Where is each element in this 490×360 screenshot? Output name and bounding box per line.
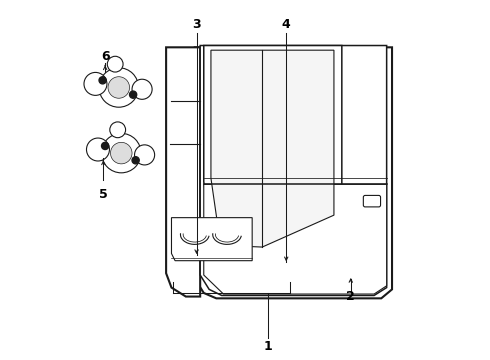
Circle shape bbox=[84, 72, 107, 95]
Circle shape bbox=[135, 145, 155, 165]
Circle shape bbox=[111, 142, 132, 164]
Circle shape bbox=[101, 134, 141, 173]
Circle shape bbox=[101, 142, 109, 149]
Circle shape bbox=[107, 56, 123, 72]
Polygon shape bbox=[204, 184, 387, 294]
Text: 1: 1 bbox=[264, 340, 272, 353]
Circle shape bbox=[87, 138, 109, 161]
Polygon shape bbox=[211, 50, 334, 247]
Text: 2: 2 bbox=[346, 290, 355, 303]
Circle shape bbox=[110, 122, 125, 138]
Circle shape bbox=[132, 79, 152, 99]
Text: 6: 6 bbox=[101, 50, 109, 63]
Circle shape bbox=[132, 157, 139, 164]
Circle shape bbox=[99, 77, 106, 84]
FancyBboxPatch shape bbox=[364, 195, 381, 207]
Text: 5: 5 bbox=[99, 188, 108, 201]
Polygon shape bbox=[200, 45, 387, 296]
Polygon shape bbox=[195, 47, 392, 298]
Circle shape bbox=[99, 68, 139, 107]
Text: 3: 3 bbox=[192, 18, 201, 31]
Polygon shape bbox=[204, 45, 342, 253]
Circle shape bbox=[108, 77, 129, 98]
Text: 4: 4 bbox=[282, 18, 291, 31]
Circle shape bbox=[129, 91, 137, 98]
Polygon shape bbox=[172, 218, 252, 261]
Polygon shape bbox=[166, 47, 200, 297]
